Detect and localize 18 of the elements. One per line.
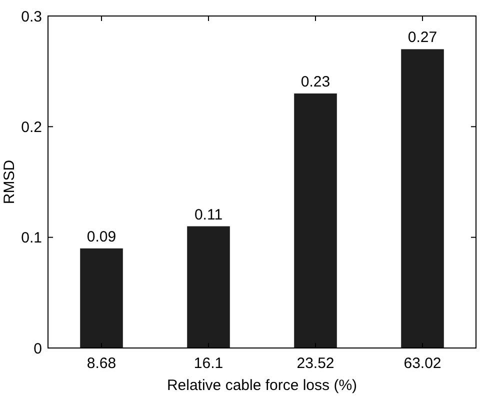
bar [401,49,444,348]
x-tick-label: 16.1 [194,355,224,372]
data-label: 0.23 [300,73,330,90]
x-tick-label: 63.02 [404,355,442,372]
x-tick-label: 8.68 [86,355,116,372]
x-tick-label: 23.52 [296,355,334,372]
y-tick-label: 0 [34,340,42,358]
y-axis-title: RMSD [1,160,18,204]
y-tick-label: 0.3 [21,8,42,26]
y-tick-label: 0.2 [21,118,42,136]
data-label: 0.09 [86,228,116,246]
data-label: 0.27 [408,29,438,46]
bar [294,93,337,348]
bar [80,248,123,348]
x-axis-title: Relative cable force loss (%) [166,377,358,394]
bar [187,226,230,348]
data-label: 0.11 [194,206,223,224]
y-tick-label: 0.1 [21,230,42,247]
